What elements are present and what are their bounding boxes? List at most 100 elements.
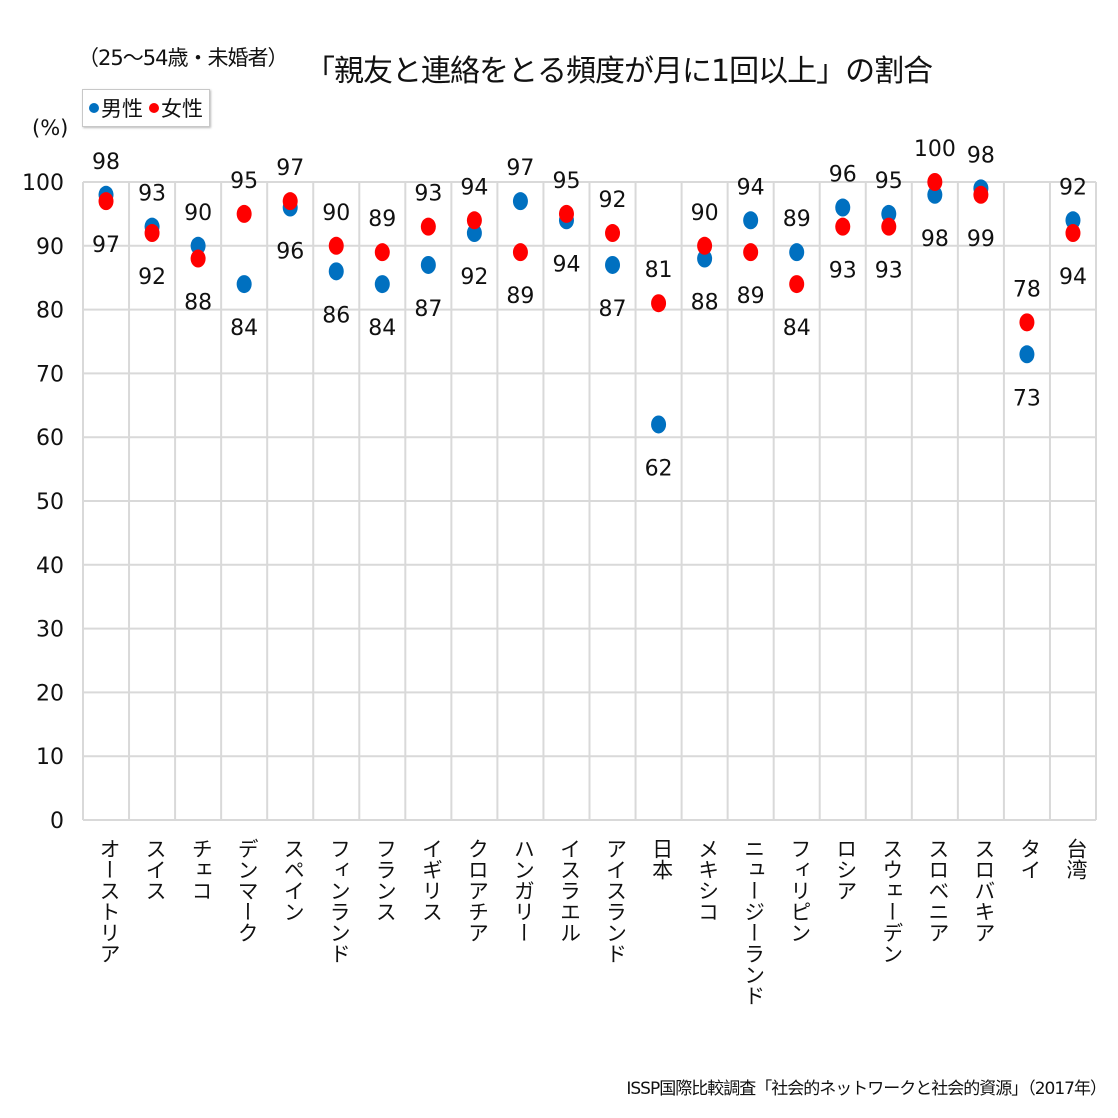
data-label-top: 90 [184,201,212,226]
chart-title: 「親友と連絡をとる頻度が月に1回以上」の割合 [305,54,933,89]
data-label-bottom: 84 [368,316,396,341]
male-data-point [466,224,482,243]
x-tick-label: ハンガリー [511,838,536,943]
female-data-point [789,275,805,294]
legend-female-dot-icon [149,103,159,113]
data-label-bottom: 62 [645,456,673,481]
male-data-point [374,275,390,294]
data-label-bottom: 94 [1059,265,1087,290]
y-tick-label: 10 [36,745,64,770]
data-label-top: 98 [92,150,120,175]
female-data-point [1019,313,1035,332]
y-axis-unit-label: (%) [32,116,69,140]
data-label-top: 90 [691,201,719,226]
data-label-top: 100 [914,137,956,162]
data-label-top: 96 [829,163,857,188]
x-tick-label: フィンランド [327,838,352,964]
female-data-point [1065,224,1081,243]
female-data-point [835,217,851,236]
data-label-bottom: 97 [92,233,120,258]
y-tick-label: 100 [22,171,64,196]
y-tick-label: 70 [36,362,64,387]
data-label-bottom: 89 [506,284,534,309]
data-label-top: 94 [737,175,765,200]
x-tick-label: フィリピン [787,838,812,943]
x-tick-label: フランス [373,838,398,922]
legend: 男性 女性 [82,89,210,127]
y-tick-label: 30 [36,618,64,643]
data-label-bottom: 93 [829,259,857,284]
legend-male-dot-icon [89,103,99,113]
data-label-top: 81 [645,258,673,283]
x-tick-label: 台湾 [1063,838,1088,880]
male-data-point [743,211,759,230]
data-label-top: 93 [414,182,442,207]
female-data-point [743,243,759,262]
female-data-point [98,192,114,211]
x-tick-label: ロシア [833,838,858,901]
female-data-point [512,243,528,262]
male-data-point [789,243,805,262]
legend-item-male: 男性 [89,93,143,123]
data-label-bottom: 87 [414,297,442,322]
x-tick-label: メキシコ [695,838,720,922]
male-data-point [835,198,851,217]
x-tick-label: スロベニア [925,838,950,943]
x-tick-label: スペイン [281,838,306,922]
data-label-top: 89 [368,207,396,232]
male-data-point [697,249,713,268]
y-tick-label: 80 [36,299,64,324]
legend-male-label: 男性 [101,97,143,121]
x-tick-label: スウェーデン [879,838,904,964]
male-data-point [605,255,621,274]
data-label-top: 92 [599,188,627,213]
data-label-bottom: 87 [599,297,627,322]
y-tick-label: 20 [36,681,64,706]
x-tick-label: デンマーク [235,838,260,943]
x-tick-label: ニュージーランド [741,838,766,1006]
data-label-bottom: 73 [1013,386,1041,411]
data-label-bottom: 92 [460,265,488,290]
male-data-point [190,236,206,255]
y-tick-label: 60 [36,426,64,451]
female-data-point [466,211,482,230]
data-label-top: 95 [875,169,903,194]
data-label-bottom: 88 [184,291,212,316]
data-label-bottom: 99 [967,227,995,252]
female-data-point [697,236,713,255]
x-tick-label: イスラエル [557,838,582,943]
female-data-point [190,249,206,268]
data-label-top: 97 [276,156,304,181]
female-data-point [144,224,160,243]
male-data-point [1065,211,1081,230]
x-tick-label: チェコ [189,838,214,901]
male-data-point [328,262,344,281]
data-label-bottom: 84 [230,316,258,341]
female-data-point [558,204,574,223]
female-data-point [374,243,390,262]
x-tick-label: アイスランド [603,838,628,964]
x-tick-label: スイス [143,838,168,901]
female-data-point [605,224,621,243]
legend-item-female: 女性 [149,93,203,123]
data-label-bottom: 84 [783,316,811,341]
data-label-top: 95 [552,169,580,194]
y-tick-label: 90 [36,235,64,260]
data-label-bottom: 96 [276,240,304,265]
source-note: ISSP国際比較調査「社会的ネットワークと社会的資源」（2017年） [626,1079,1107,1099]
data-label-top: 90 [322,201,350,226]
y-tick-label: 0 [50,809,64,834]
x-tick-label: オーストリア [97,838,122,964]
female-data-point [881,217,897,236]
x-tick-label: イギリス [419,838,444,922]
male-data-point [512,192,528,211]
data-label-top: 93 [138,182,166,207]
data-label-bottom: 94 [552,252,580,277]
data-label-top: 92 [1059,175,1087,200]
data-label-bottom: 86 [322,303,350,328]
legend-female-label: 女性 [161,97,203,121]
male-data-point [927,185,943,204]
data-label-bottom: 89 [737,284,765,309]
male-data-point [1019,345,1035,364]
data-label-top: 95 [230,169,258,194]
